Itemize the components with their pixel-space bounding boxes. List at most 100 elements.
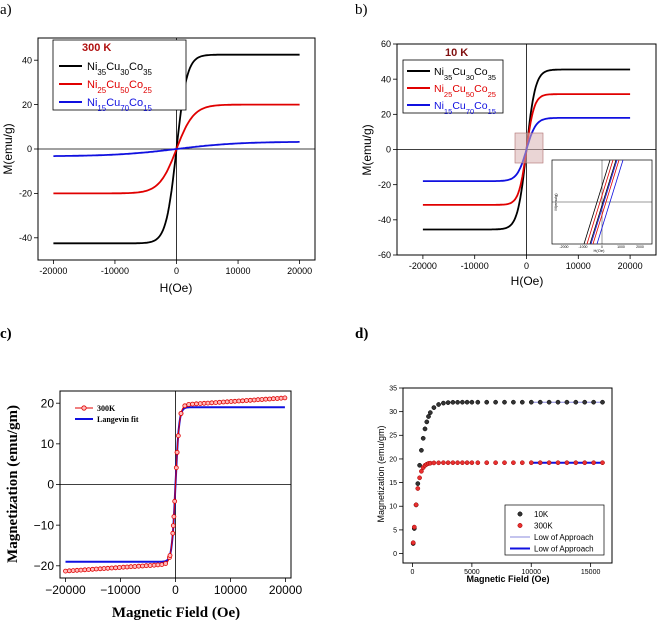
data-point-300K <box>172 498 178 504</box>
y-tick-label: 20 <box>41 396 55 410</box>
y-tick-label: 20 <box>389 456 397 463</box>
data-point-300K <box>90 566 95 572</box>
x-tick-label: 5000 <box>464 569 480 576</box>
data-point-300K <box>410 540 416 546</box>
data-point-10K <box>450 399 456 405</box>
data-point-300K <box>74 567 80 573</box>
data-point-300K <box>247 397 253 403</box>
data-point-300K <box>151 562 157 568</box>
data-point-10K <box>591 399 596 405</box>
data-point-300K <box>464 460 470 466</box>
y-tick-label: 60 <box>381 39 391 49</box>
data-point-300K <box>469 460 475 466</box>
chart-a-xlabel: H(Oe) <box>160 281 193 295</box>
data-point-300K <box>519 460 525 466</box>
data-point-10K <box>441 400 446 406</box>
y-tick-label: 10 <box>389 504 397 511</box>
y-tick-label: 20 <box>381 109 391 119</box>
inset-branch-Ni35Cu30Co35 <box>583 159 611 245</box>
chart-b-inset: -2000 -1000 0 1000 2000 H(Oe) M(emu/g) <box>551 159 653 253</box>
data-point-10K <box>422 426 428 432</box>
x-tick-label: 0 <box>174 266 179 276</box>
data-point-300K <box>244 398 249 403</box>
chart-a-annotation: 300 K <box>82 42 111 54</box>
data-point-300K <box>251 397 257 403</box>
panel-label-d: d) <box>355 326 368 342</box>
data-point-10K <box>537 399 543 405</box>
data-point-300K <box>555 460 561 466</box>
data-point-300K <box>128 564 134 570</box>
inset-branch-Ni35Cu30Co35 <box>589 159 617 245</box>
legend-label-Ni25Cu50Co25: Ni25Cu50Co25 <box>87 79 153 95</box>
data-point-300K <box>170 530 176 536</box>
data-point-300K <box>66 568 72 574</box>
panel-label-c: c) <box>0 326 12 342</box>
data-point-300K <box>431 460 437 466</box>
data-point-300K <box>274 396 280 401</box>
data-point-300K <box>78 567 84 573</box>
legend-marker-300K <box>517 523 523 528</box>
data-point-300K <box>190 401 195 407</box>
legend-label-Ni25Cu50Co25: Ni25Cu50Co25 <box>434 83 496 99</box>
data-point-300K <box>120 564 126 570</box>
data-point-300K <box>224 399 230 405</box>
data-point-300K <box>591 460 596 466</box>
data-point-300K <box>113 565 118 571</box>
data-point-300K <box>182 403 188 409</box>
x-tick-label: 20000 <box>618 261 643 271</box>
data-point-300K <box>209 400 215 406</box>
y-tick-label: 40 <box>22 55 32 65</box>
data-point-10K <box>469 399 475 405</box>
data-point-300K <box>573 460 579 466</box>
data-point-300K <box>174 449 180 455</box>
data-point-300K <box>415 486 421 491</box>
data-point-300K <box>511 460 516 466</box>
data-point-300K <box>217 399 222 405</box>
y-tick-label: -60 <box>378 250 391 260</box>
inset-tick-label: 1000 <box>617 245 625 249</box>
data-point-300K <box>105 565 111 571</box>
x-tick-label: 10000 <box>226 266 251 276</box>
x-tick-label: 20000 <box>287 266 312 276</box>
data-point-10K <box>600 399 605 405</box>
data-point-300K <box>147 563 153 568</box>
data-point-10K <box>455 399 460 405</box>
y-tick-label: 30 <box>389 409 397 416</box>
data-point-300K <box>132 564 138 569</box>
data-point-300K <box>220 399 226 405</box>
data-point-300K <box>82 567 88 573</box>
data-point-300K <box>236 398 242 404</box>
data-point-10K <box>528 399 534 405</box>
data-point-300K <box>537 460 543 466</box>
chart-d-frame <box>402 387 613 564</box>
data-point-300K <box>140 563 145 569</box>
data-point-300K <box>502 460 507 466</box>
data-point-10K <box>564 399 570 405</box>
chart-b-annotation: 10 K <box>445 47 468 59</box>
data-point-300K <box>63 568 68 574</box>
data-point-300K <box>493 460 498 466</box>
data-point-300K <box>255 397 261 403</box>
series-line-Ni15Cu70Co15 <box>53 140 300 158</box>
inset-tick-label: -1000 <box>579 245 588 249</box>
data-point-10K <box>427 410 433 415</box>
y-tick-label: 15 <box>389 480 397 487</box>
y-tick-label: 20 <box>22 100 32 110</box>
legend-label-300K: 300K <box>97 404 116 413</box>
inset-branch-Ni15Cu70Co15 <box>596 159 624 245</box>
data-point-300K <box>86 567 91 572</box>
y-tick-label: 0 <box>386 145 391 155</box>
chart-b-ylabel: M(emu/g) <box>360 124 374 175</box>
data-point-300K <box>167 553 173 558</box>
data-point-10K <box>464 399 470 405</box>
data-point-10K <box>493 399 498 405</box>
y-tick-label: 35 <box>389 385 397 392</box>
data-point-10K <box>419 447 424 453</box>
chart-d-xlabel: Magnetic Field (Oe) <box>466 574 549 584</box>
chart-d-ylabel: Magnetization (emu/gm) <box>376 425 386 522</box>
y-tick-label: -40 <box>378 215 391 225</box>
data-point-300K <box>455 460 460 466</box>
data-point-300K <box>240 398 246 404</box>
legend-label-10K: 10K <box>534 510 549 519</box>
data-point-300K <box>450 460 456 466</box>
